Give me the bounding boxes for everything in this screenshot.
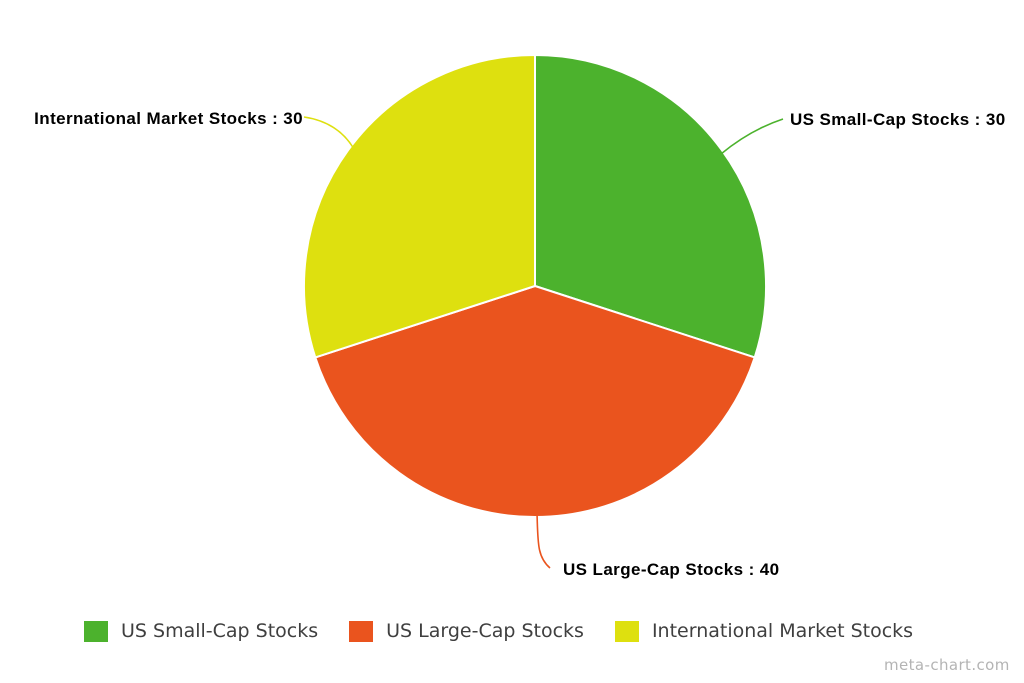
pie-slice-0 [534, 54, 768, 359]
legend-swatch-orange [349, 620, 374, 642]
label-international-market-stocks: International Market Stocks : 30 [34, 109, 303, 128]
watermark: meta-chart.com [884, 656, 1010, 674]
legend-item-international: International Market Stocks [614, 620, 914, 642]
legend-label-us-large-cap: US Large-Cap Stocks [386, 620, 584, 642]
pie-slice-2 [302, 54, 536, 359]
legend-label-international: International Market Stocks [651, 620, 914, 642]
label-us-small-cap-stocks: US Small-Cap Stocks : 30 [790, 110, 1006, 129]
legend-swatch-yellow [614, 620, 639, 642]
legend-swatch-green [84, 620, 108, 642]
legend-label-us-small-cap: US Small-Cap Stocks [121, 620, 319, 642]
label-us-large-cap-stocks: US Large-Cap Stocks : 40 [563, 560, 780, 579]
pie-slices [302, 54, 768, 519]
legend-item-us-large-cap: US Large-Cap Stocks [349, 620, 584, 642]
callout-line-large-cap [536, 512, 551, 569]
legend: US Small-Cap Stocks US Large-Cap Stocks … [84, 620, 913, 642]
callout-line-international [303, 116, 355, 150]
callout-line-small-cap [720, 118, 784, 155]
legend-item-us-small-cap: US Small-Cap Stocks [84, 620, 318, 642]
pie-slice-1 [314, 285, 756, 519]
